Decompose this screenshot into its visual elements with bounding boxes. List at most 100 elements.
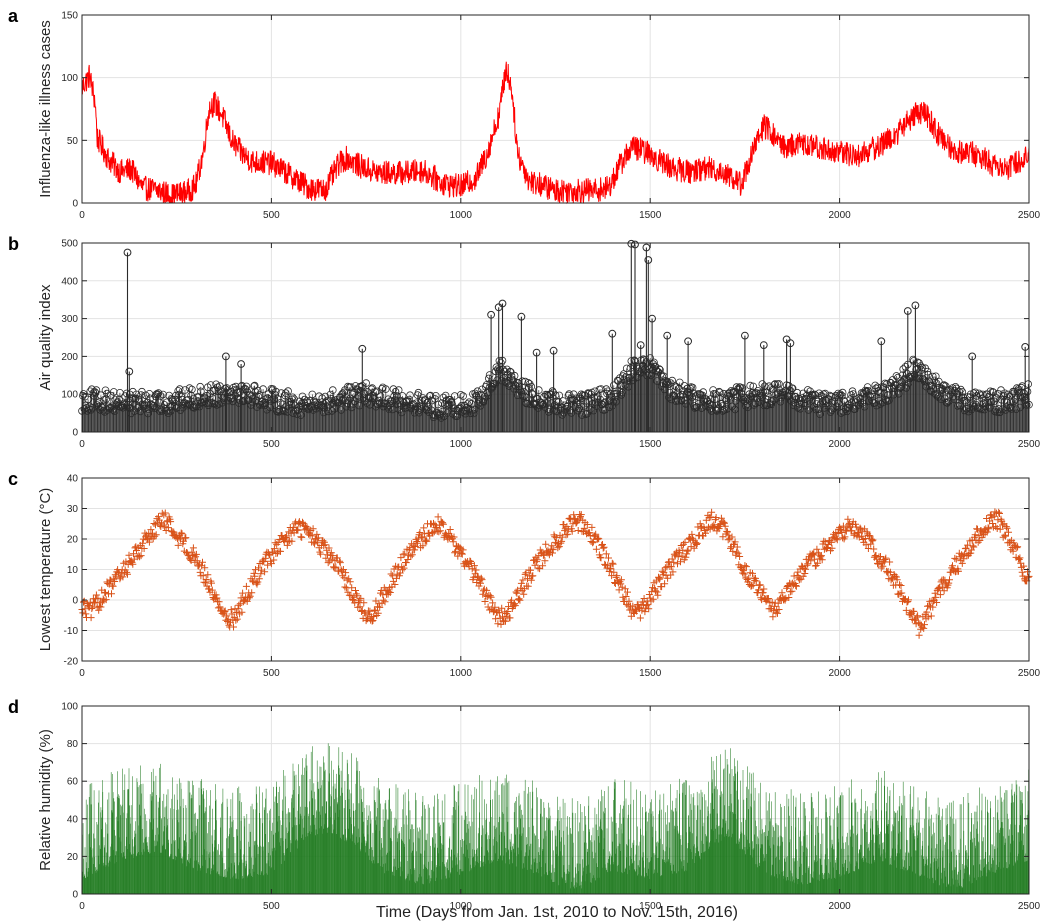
temperature-point xyxy=(612,573,620,581)
aqi-point xyxy=(800,399,808,408)
panel-a: 0 500 1000 1500 2000 2500 0 50 100 150 Influenza-l… xyxy=(8,6,1041,221)
temperature-point xyxy=(481,598,489,605)
temperature-point xyxy=(645,605,653,613)
aqi-point xyxy=(526,400,535,409)
aqi-point xyxy=(732,383,741,391)
aqi-point xyxy=(843,407,851,416)
temperature-point xyxy=(936,591,944,599)
temperature-point xyxy=(554,544,562,552)
temperature-point xyxy=(90,599,98,607)
aqi-point xyxy=(443,409,452,417)
x-tick-label: 500 xyxy=(263,668,280,679)
aqi-point xyxy=(367,385,376,394)
temperature-point xyxy=(925,602,933,610)
temperature-point xyxy=(589,538,597,546)
temperature-point xyxy=(314,534,322,542)
temperature-point xyxy=(489,599,497,607)
temperature-point xyxy=(555,543,563,551)
temperature-point xyxy=(561,527,569,535)
aqi-point xyxy=(693,403,701,411)
temperature-point xyxy=(834,530,842,537)
aqi-point xyxy=(507,372,516,380)
y-tick-label: 50 xyxy=(67,136,79,147)
temperature-point xyxy=(342,569,350,577)
aqi-point xyxy=(780,391,789,400)
chart-panels: 0 500 1000 1500 2000 2500050100150Influenza-l… xyxy=(8,6,1041,912)
aqi-point xyxy=(188,385,196,394)
temperature-point xyxy=(325,544,333,552)
aqi-point xyxy=(328,407,336,415)
aqi-point xyxy=(510,371,519,380)
aqi-point xyxy=(764,392,773,401)
aqi-point xyxy=(406,391,414,400)
temperature-point xyxy=(400,564,408,572)
aqi-point xyxy=(290,395,298,403)
temperature-point xyxy=(328,556,336,564)
temperature-point xyxy=(774,609,781,617)
temperature-point xyxy=(935,584,943,592)
aqi-point xyxy=(433,409,442,418)
temperature-point xyxy=(243,597,251,605)
temperature-point xyxy=(519,576,527,584)
aqi-point xyxy=(710,395,719,404)
aqi-point xyxy=(838,391,846,400)
aqi-point xyxy=(518,377,526,386)
temperature-point xyxy=(178,530,186,538)
temperature-point xyxy=(491,603,499,611)
temperature-point xyxy=(274,549,281,557)
aqi-point xyxy=(348,390,357,399)
temperature-point xyxy=(818,556,826,564)
aqi-point xyxy=(216,382,224,390)
temperature-point xyxy=(399,566,406,574)
y-tick-label: 0 xyxy=(72,428,78,439)
aqi-point xyxy=(688,383,697,392)
aqi-point xyxy=(197,387,205,396)
y-tick-label: 400 xyxy=(61,276,78,287)
temperature-point xyxy=(687,543,695,551)
temperature-point xyxy=(192,550,200,558)
temperature-point xyxy=(881,556,889,563)
temperature-point xyxy=(668,555,676,563)
aqi-point xyxy=(925,382,934,390)
temperature-point xyxy=(568,527,576,535)
temperature-point xyxy=(270,556,278,564)
series-line xyxy=(81,61,1030,205)
temperature-point xyxy=(728,533,736,541)
x-tick-label: 1500 xyxy=(639,210,662,221)
temperature-point xyxy=(539,562,547,570)
temperature-point xyxy=(477,574,485,582)
temperature-point xyxy=(886,568,894,576)
y-tick-label: 300 xyxy=(61,314,78,325)
aqi-point xyxy=(613,389,621,398)
aqi-point xyxy=(749,382,757,391)
x-tick-label: 0 xyxy=(79,210,85,221)
temperature-point xyxy=(939,583,947,591)
aqi-point xyxy=(866,391,874,400)
temperature-point xyxy=(720,518,728,526)
temperature-point xyxy=(749,569,756,577)
temperature-point xyxy=(174,541,182,549)
x-tick-label: 1000 xyxy=(450,668,473,679)
temperature-point xyxy=(833,534,841,542)
temperature-point xyxy=(932,593,940,601)
aqi-point xyxy=(183,401,192,410)
temperature-point xyxy=(995,508,1003,516)
temperature-point xyxy=(877,564,885,572)
x-tick-label: 0 xyxy=(79,668,85,679)
temperature-point xyxy=(907,611,915,619)
temperature-point xyxy=(327,549,335,557)
temperature-point xyxy=(927,612,935,620)
temperature-point xyxy=(724,536,732,544)
temperature-point xyxy=(600,543,608,551)
y-tick-label: -20 xyxy=(64,657,79,668)
temperature-point xyxy=(734,549,742,557)
panel-c: 0 500 1000 1500 2000 2500 -20 -10 0 10 20 30 40 Lowes… xyxy=(8,469,1041,679)
temperature-point xyxy=(374,609,382,617)
temperature-point xyxy=(81,605,89,613)
temperature-point xyxy=(624,588,631,596)
aqi-point xyxy=(478,385,486,394)
temperature-point xyxy=(973,525,981,533)
aqi-point xyxy=(281,389,290,397)
temperature-point xyxy=(923,608,931,616)
aqi-point xyxy=(565,390,573,398)
